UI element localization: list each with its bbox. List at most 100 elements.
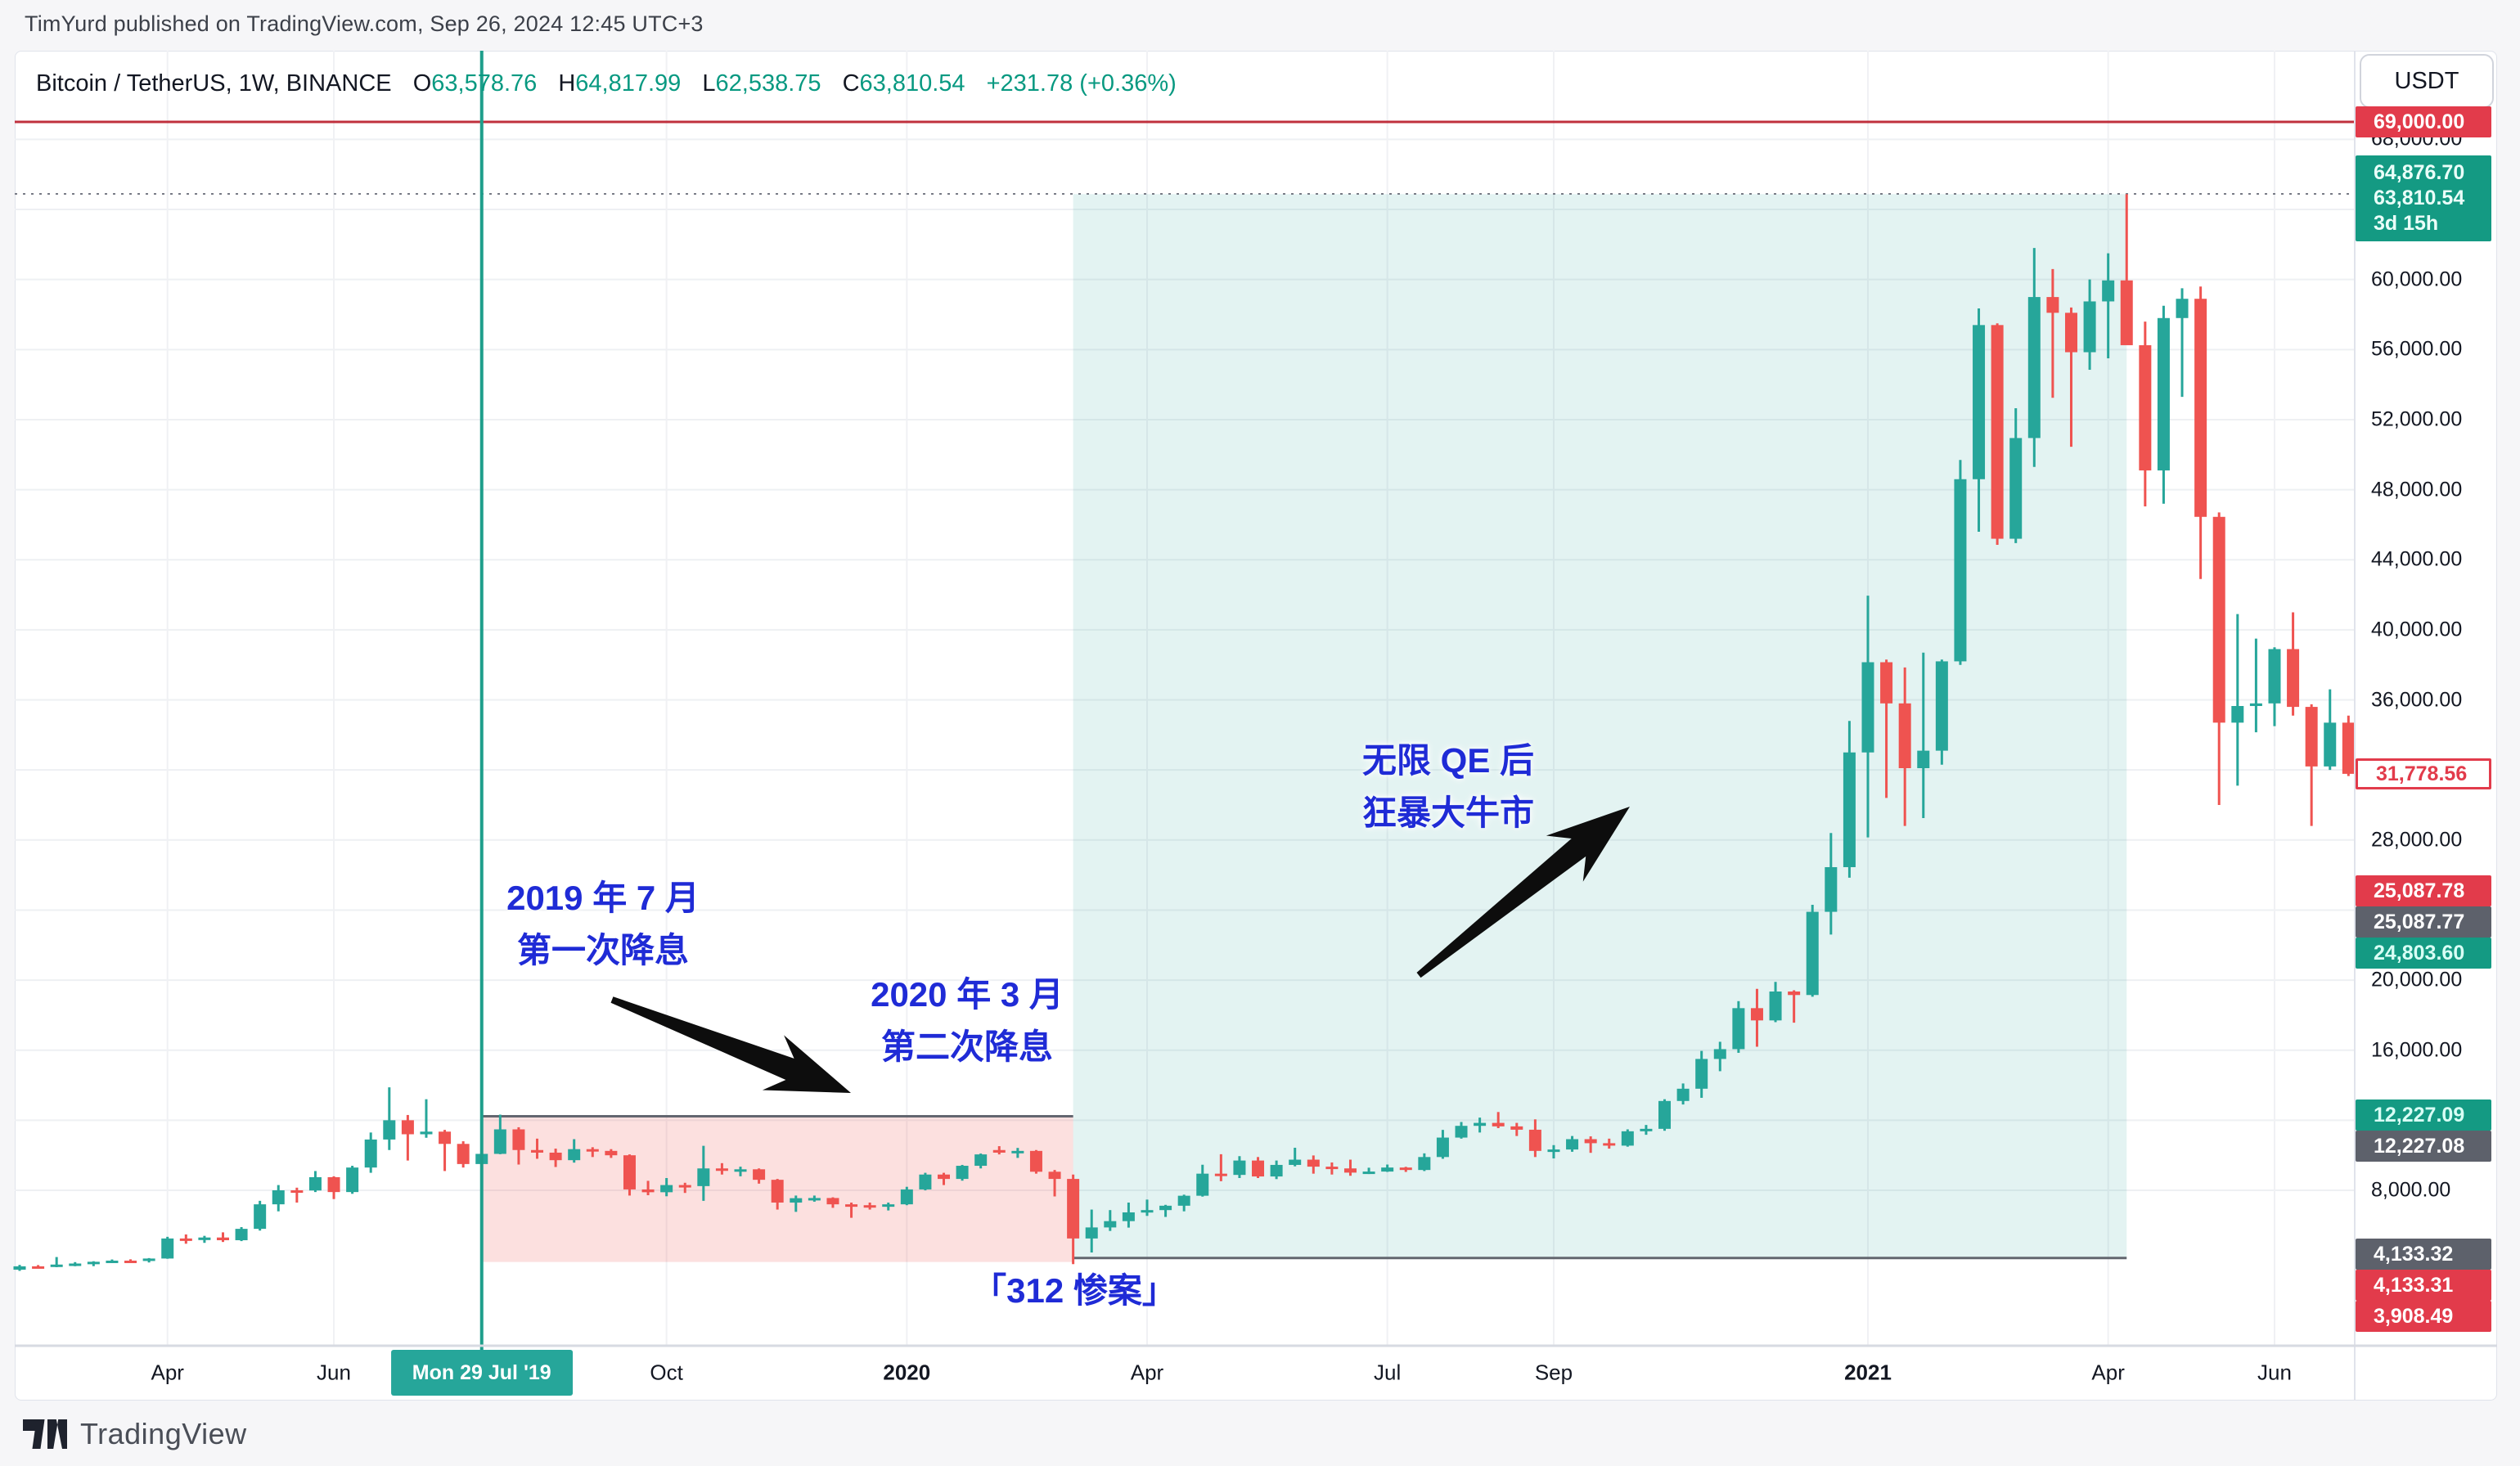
candle-body[interactable] — [992, 1149, 1006, 1153]
candle-body[interactable] — [956, 1166, 969, 1180]
candle-body[interactable] — [2305, 707, 2318, 767]
candle-body[interactable] — [697, 1168, 710, 1186]
candle-body[interactable] — [900, 1189, 913, 1205]
symbol-title[interactable]: Bitcoin / TetherUS, 1W, BINANCE — [36, 70, 392, 97]
candle-body[interactable] — [32, 1266, 45, 1269]
candle-body[interactable] — [2287, 649, 2300, 708]
candle-body[interactable] — [1788, 991, 1801, 996]
bull-range-box[interactable] — [1073, 194, 2127, 1258]
candle-body[interactable] — [549, 1152, 562, 1161]
candle-body[interactable] — [1436, 1137, 1449, 1158]
candle-body[interactable] — [1252, 1160, 1265, 1177]
candle-body[interactable] — [2342, 722, 2355, 774]
candle-body[interactable] — [2268, 649, 2281, 704]
candle-body[interactable] — [919, 1174, 932, 1189]
candle-body[interactable] — [623, 1155, 636, 1189]
candle-body[interactable] — [641, 1189, 655, 1193]
candle-body[interactable] — [2176, 299, 2189, 318]
candle-body[interactable] — [216, 1237, 229, 1241]
candle-body[interactable] — [790, 1198, 803, 1203]
candle-body[interactable] — [1973, 325, 1986, 479]
candle-body[interactable] — [106, 1260, 119, 1263]
candle-body[interactable] — [124, 1260, 137, 1263]
candle-body[interactable] — [1381, 1167, 1394, 1172]
candle-body[interactable] — [808, 1198, 821, 1201]
candle-body[interactable] — [512, 1129, 525, 1150]
candle-body[interactable] — [1991, 325, 2004, 539]
candle-body[interactable] — [161, 1238, 174, 1259]
candle-body[interactable] — [1399, 1167, 1412, 1171]
arrow-to-second-rate-cut[interactable] — [610, 996, 851, 1093]
candle-body[interactable] — [1640, 1128, 1653, 1131]
candle-body[interactable] — [1067, 1179, 1080, 1239]
candle-body[interactable] — [198, 1237, 211, 1240]
candle-body[interactable] — [1362, 1171, 1375, 1175]
candle-body[interactable] — [678, 1185, 691, 1188]
candle-body[interactable] — [364, 1139, 377, 1168]
candle-body[interactable] — [1289, 1159, 1302, 1165]
candle-body[interactable] — [1843, 752, 1856, 867]
candle-body[interactable] — [715, 1168, 728, 1171]
candle-body[interactable] — [1676, 1088, 1690, 1101]
candle-body[interactable] — [1547, 1149, 1560, 1153]
candle-body[interactable] — [50, 1264, 63, 1267]
candle-body[interactable] — [771, 1180, 784, 1203]
candle-body[interactable] — [1732, 1008, 1745, 1050]
candle-body[interactable] — [1270, 1164, 1283, 1177]
candle-body[interactable] — [69, 1263, 82, 1266]
annotation-second-rate-cut[interactable]: 2020 年 3 月第二次降息 — [871, 975, 1064, 1066]
candle-body[interactable] — [1325, 1167, 1339, 1170]
candle-body[interactable] — [1196, 1173, 1209, 1196]
candle-body[interactable] — [420, 1131, 433, 1135]
candle-body[interactable] — [586, 1149, 599, 1152]
candle-body[interactable] — [1492, 1122, 1505, 1126]
candle-body[interactable] — [1048, 1171, 1061, 1180]
candle-body[interactable] — [2157, 317, 2170, 471]
candle-body[interactable] — [531, 1149, 544, 1153]
candle-body[interactable] — [254, 1204, 267, 1230]
currency-toggle-button[interactable]: USDT — [2360, 54, 2494, 108]
candle-body[interactable] — [1343, 1168, 1357, 1173]
candle-body[interactable] — [568, 1149, 581, 1161]
candle-body[interactable] — [660, 1185, 673, 1193]
candle-body[interactable] — [1159, 1205, 1172, 1211]
candle-body[interactable] — [87, 1261, 100, 1265]
candle-body[interactable] — [1806, 911, 1819, 996]
candle-body[interactable] — [1621, 1131, 1634, 1146]
candle-body[interactable] — [2102, 280, 2115, 302]
candle-body[interactable] — [235, 1229, 248, 1241]
candle-body[interactable] — [1085, 1227, 1098, 1239]
candle-body[interactable] — [401, 1120, 414, 1135]
candle-body[interactable] — [2249, 703, 2262, 707]
candle-body[interactable] — [1418, 1157, 1431, 1171]
candle-body[interactable] — [2324, 722, 2337, 767]
candle-body[interactable] — [2009, 438, 2023, 539]
candle-body[interactable] — [272, 1190, 285, 1205]
candle-body[interactable] — [1233, 1160, 1246, 1176]
candle-body[interactable] — [938, 1174, 950, 1180]
candle-body[interactable] — [1584, 1139, 1597, 1144]
candle-body[interactable] — [1104, 1221, 1117, 1228]
candle-body[interactable] — [1474, 1122, 1487, 1126]
candle-body[interactable] — [457, 1144, 470, 1164]
candle-body[interactable] — [734, 1169, 747, 1172]
candle-body[interactable] — [439, 1131, 452, 1144]
candle-body[interactable] — [1141, 1210, 1154, 1213]
candle-body[interactable] — [1713, 1049, 1726, 1059]
candle-body[interactable] — [1898, 703, 1911, 769]
candle-body[interactable] — [2231, 706, 2244, 723]
candle-body[interactable] — [1917, 750, 1930, 769]
candle-body[interactable] — [2120, 280, 2133, 345]
arrow-to-bull-market[interactable] — [1416, 807, 1630, 978]
candle-body[interactable] — [1695, 1059, 1708, 1089]
candle-body[interactable] — [605, 1150, 618, 1156]
candle-body[interactable] — [1455, 1126, 1468, 1138]
candle-body[interactable] — [2083, 301, 2096, 353]
candle-body[interactable] — [2064, 313, 2077, 353]
candle-body[interactable] — [2212, 516, 2225, 723]
candle-body[interactable] — [974, 1154, 988, 1167]
candle-body[interactable] — [327, 1176, 340, 1193]
candle-body[interactable] — [1935, 661, 1948, 751]
candle-body[interactable] — [1177, 1195, 1190, 1206]
